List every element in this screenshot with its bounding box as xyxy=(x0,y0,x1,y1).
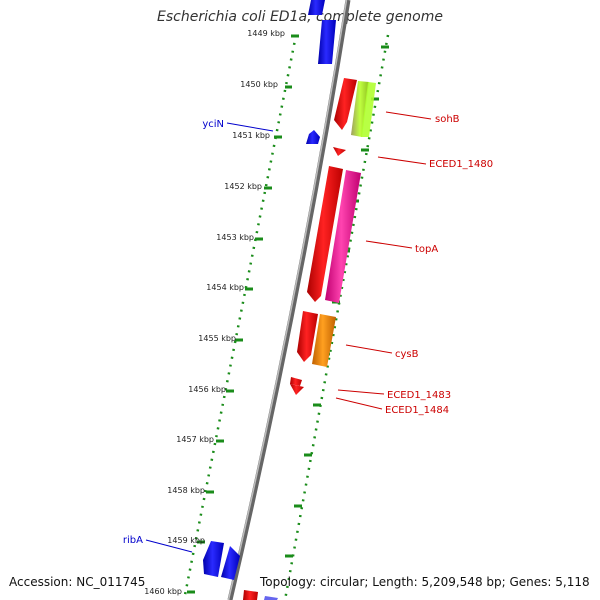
tick-1457: 1457 kbp xyxy=(176,435,214,444)
label-ribA: ribA xyxy=(123,535,143,546)
leader-ECED1_1484 xyxy=(335,397,383,410)
tick-1454: 1454 kbp xyxy=(206,283,244,292)
tick-1458: 1458 kbp xyxy=(167,486,205,495)
forward-genes xyxy=(243,78,357,600)
leader-topA xyxy=(365,240,413,249)
label-topA: topA xyxy=(415,244,438,255)
label-ECED1_1483: ECED1_1483 xyxy=(387,390,451,401)
map-title: Escherichia coli ED1a, complete genome xyxy=(157,9,443,25)
tick-1459: 1459 kbp xyxy=(167,536,205,545)
leader-ECED1_1480 xyxy=(377,156,427,165)
inner-ruler xyxy=(182,34,298,600)
leader-cysB xyxy=(345,344,393,354)
reverse-genes xyxy=(203,0,336,600)
tick-1451: 1451 kbp xyxy=(232,131,270,140)
label-sohB: sohB xyxy=(435,114,460,125)
backbone xyxy=(227,0,351,600)
tick-1450: 1450 kbp xyxy=(240,80,278,89)
leader-sohB xyxy=(385,111,432,120)
topology-text: Topology: circular; Length: 5,209,548 bp… xyxy=(260,575,590,589)
label-cysB: cysB xyxy=(395,349,419,360)
label-ECED1_1480: ECED1_1480 xyxy=(429,159,493,170)
feature-blocks xyxy=(312,81,376,367)
accession-text: Accession: NC_011745 xyxy=(9,575,146,589)
leader-ECED1_1483 xyxy=(337,389,385,395)
tick-1452: 1452 kbp xyxy=(224,182,262,191)
tick-1460: 1460 kbp xyxy=(144,587,182,596)
tick-1456: 1456 kbp xyxy=(188,385,226,394)
tick-1455: 1455 kbp xyxy=(198,334,236,343)
label-yciN: yciN xyxy=(202,119,224,130)
label-ECED1_1484: ECED1_1484 xyxy=(385,405,449,416)
leader-ribA xyxy=(145,539,193,553)
leader-yciN xyxy=(226,122,274,132)
tick-1449: 1449 kbp xyxy=(247,29,285,38)
tick-1453: 1453 kbp xyxy=(216,233,254,242)
